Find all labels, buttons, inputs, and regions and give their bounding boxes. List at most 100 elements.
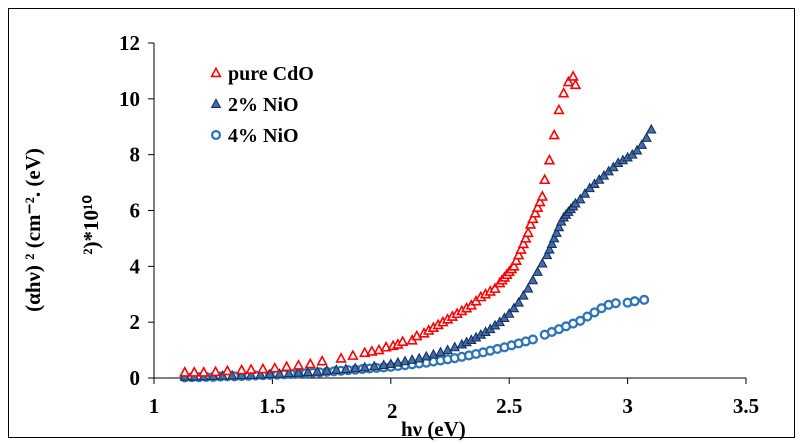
y-tick-label: 12 — [119, 31, 140, 55]
x-tick-label: 3.5 — [733, 394, 759, 418]
x-tick-label: 1.5 — [259, 394, 285, 418]
data-point — [421, 350, 432, 361]
data-point — [489, 282, 501, 293]
data-point — [513, 296, 524, 307]
data-point — [541, 249, 553, 260]
data-point — [347, 349, 359, 360]
data-point — [406, 354, 418, 364]
data-point — [629, 296, 640, 307]
data-point — [392, 356, 404, 367]
legend-marker — [210, 98, 222, 108]
data-point — [575, 315, 586, 326]
data-point — [589, 307, 600, 318]
data-point — [536, 190, 549, 201]
data-point — [378, 359, 389, 370]
legend-marker — [210, 129, 222, 141]
y-tick-label: 10 — [119, 87, 140, 111]
data-point — [245, 369, 257, 379]
data-point — [520, 232, 532, 243]
data-point — [534, 195, 546, 207]
data-point — [428, 348, 439, 359]
data-point — [449, 341, 461, 352]
legend-label: 4% NiO — [228, 125, 299, 147]
data-point — [312, 365, 323, 376]
data-point — [574, 193, 586, 204]
data-marks — [179, 70, 657, 383]
data-point — [610, 298, 621, 309]
y-axis-label-line1: (αhν) ² (cm⁻². (eV) — [21, 148, 45, 312]
data-point — [331, 364, 342, 374]
data-point — [508, 260, 520, 271]
data-point — [557, 86, 570, 98]
data-point — [209, 365, 222, 377]
data-point — [335, 352, 347, 363]
y-axis-label-line2: ²)*10¹⁰ — [79, 195, 103, 255]
data-point — [553, 221, 565, 232]
data-point — [198, 366, 210, 377]
data-point — [569, 78, 582, 90]
data-point — [512, 248, 525, 260]
data-point — [236, 369, 247, 380]
data-point — [442, 344, 453, 355]
data-point — [636, 139, 648, 149]
legend-marker — [210, 66, 222, 78]
data-point — [385, 358, 397, 369]
data-point — [245, 363, 257, 374]
data-point — [579, 187, 591, 198]
data-point — [527, 334, 538, 345]
data-point — [567, 70, 579, 81]
data-point — [396, 335, 409, 346]
data-point — [517, 237, 530, 249]
data-point — [292, 359, 305, 370]
data-point — [527, 212, 539, 224]
data-point — [283, 367, 295, 378]
data-point — [503, 308, 515, 318]
y-tick-label: 6 — [130, 199, 141, 223]
data-point — [529, 207, 541, 218]
data-point — [280, 360, 293, 372]
data-point — [544, 243, 555, 254]
data-point — [518, 289, 529, 300]
data-point — [508, 302, 520, 313]
data-point — [522, 226, 534, 238]
data-point — [641, 132, 652, 142]
x-axis-label: hν (eV) — [401, 417, 466, 441]
data-point — [269, 361, 281, 373]
data-point — [340, 363, 352, 374]
data-point — [293, 366, 304, 377]
data-point — [274, 368, 285, 378]
data-point — [524, 218, 537, 229]
data-point — [257, 362, 269, 374]
data-point — [304, 357, 317, 369]
data-point — [532, 266, 543, 276]
legend: pure CdO 2% NiO 4% NiO — [210, 63, 314, 147]
data-point — [349, 362, 361, 373]
data-point — [359, 361, 371, 372]
data-point — [368, 360, 380, 371]
data-point — [179, 366, 191, 377]
x-tick-label: 1 — [149, 394, 160, 418]
y-tick-label: 8 — [130, 143, 141, 167]
y-tick-labels: 0 2 4 6 8 10 12 — [119, 31, 141, 390]
data-point — [527, 274, 539, 285]
data-point — [264, 368, 276, 379]
y-tick-label: 4 — [130, 254, 141, 278]
data-point — [562, 75, 575, 87]
data-point — [546, 238, 558, 248]
data-point — [302, 366, 314, 377]
data-point — [235, 363, 248, 375]
data-point — [543, 153, 556, 165]
series-pure-cdo — [179, 70, 582, 377]
y-tick-label: 0 — [130, 366, 141, 390]
data-point — [522, 282, 534, 293]
data-point — [399, 355, 411, 366]
data-point — [188, 366, 200, 377]
series-2-nio — [179, 123, 657, 381]
data-point — [531, 201, 544, 212]
x-tick-labels: 1 1.5 2.5 3 3.5 — [149, 394, 759, 418]
data-point — [316, 354, 328, 366]
data-point — [553, 103, 565, 115]
data-point — [582, 311, 593, 322]
x-axis-prefix: 2 — [387, 399, 398, 423]
